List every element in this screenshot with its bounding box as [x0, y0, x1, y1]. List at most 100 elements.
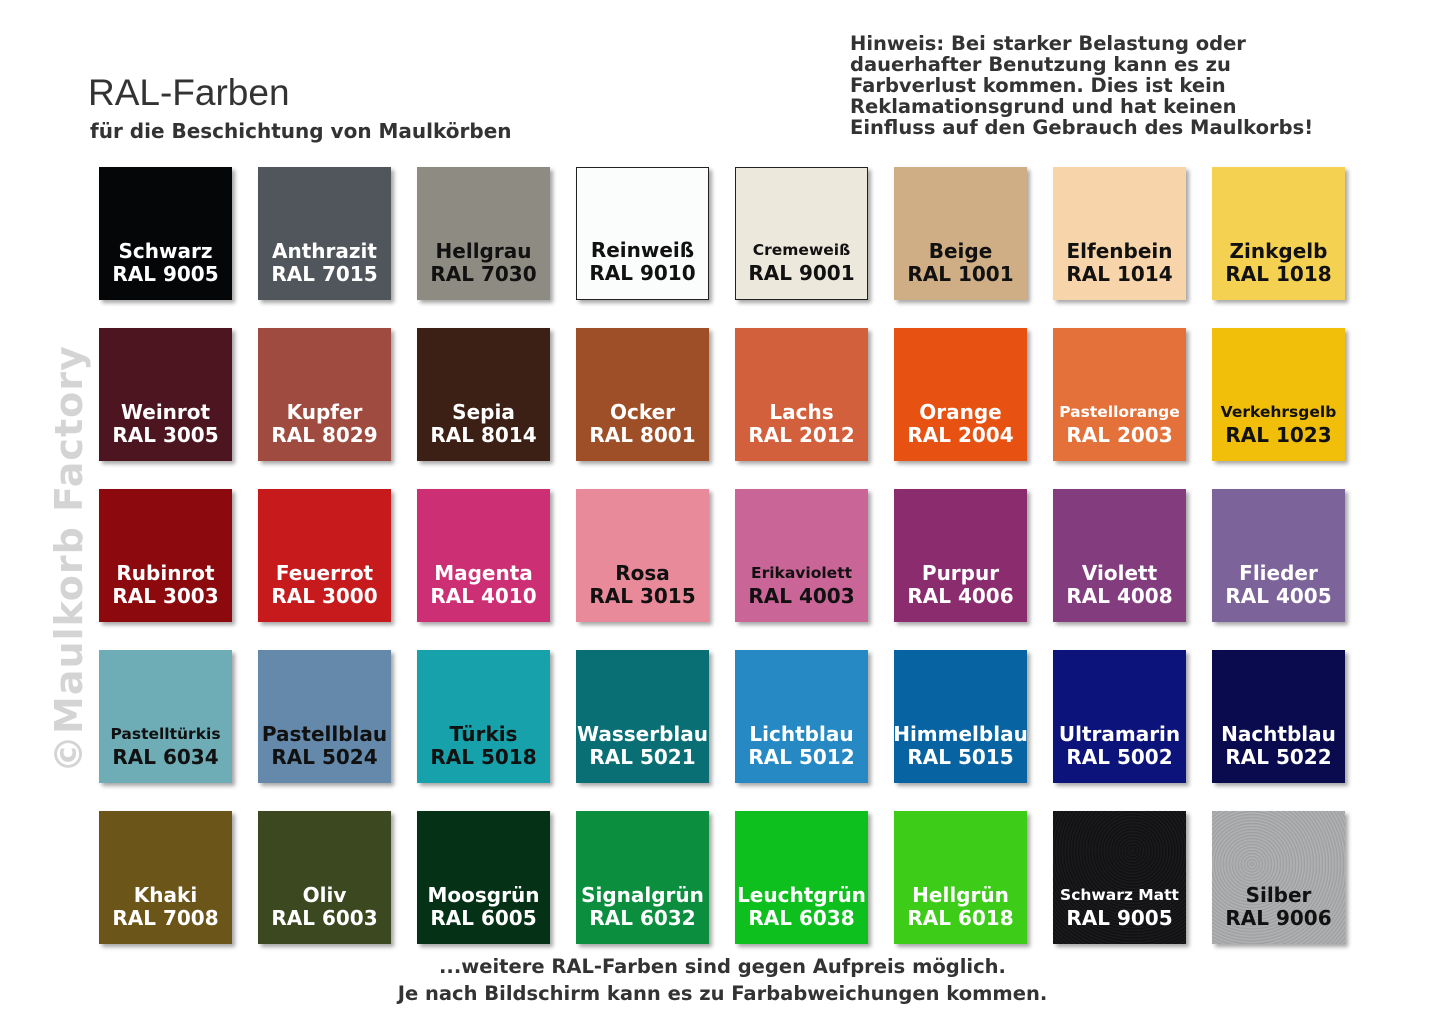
swatch-name: Ultramarin [1058, 722, 1181, 746]
color-swatch: Ocker RAL 8001 [576, 328, 709, 461]
swatch-code: RAL 9001 [748, 261, 855, 285]
color-swatch: Lichtblau RAL 5012 [735, 650, 868, 783]
swatch-code: RAL 8029 [271, 423, 378, 447]
color-swatch: Pastellorange RAL 2003 [1053, 328, 1186, 461]
swatch-code: RAL 4010 [430, 584, 537, 608]
color-swatch: Sepia RAL 8014 [417, 328, 550, 461]
swatch-name: Weinrot [120, 400, 211, 424]
swatch-code: RAL 1023 [1225, 423, 1332, 447]
swatch-name: Moosgrün [427, 883, 540, 907]
swatch-code: RAL 4006 [907, 584, 1014, 608]
swatch-code: RAL 7008 [112, 906, 219, 930]
color-swatch: Kupfer RAL 8029 [258, 328, 391, 461]
color-swatch: Hellgrau RAL 7030 [417, 167, 550, 300]
notice-line: Farbverlust kommen. Dies ist kein [850, 74, 1226, 97]
color-swatch: Flieder RAL 4005 [1212, 489, 1345, 622]
swatch-code: RAL 6034 [112, 745, 219, 769]
swatch-code: RAL 9005 [112, 262, 219, 286]
swatch-code: RAL 2004 [907, 423, 1014, 447]
swatch-name: Reinweiß [590, 238, 695, 262]
swatch-code: RAL 4008 [1066, 584, 1173, 608]
color-swatch: Feuerrot RAL 3000 [258, 489, 391, 622]
swatch-name: Schwarz [118, 239, 213, 263]
color-swatch: Verkehrsgelb RAL 1023 [1212, 328, 1345, 461]
swatch-name: Rosa [615, 561, 670, 585]
swatch-code: RAL 4005 [1225, 584, 1332, 608]
swatch-code: RAL 9006 [1225, 906, 1332, 930]
color-swatch: Orange RAL 2004 [894, 328, 1027, 461]
swatch-code: RAL 6038 [748, 906, 855, 930]
swatch-name: Oliv [302, 883, 347, 907]
swatch-code: RAL 4003 [748, 584, 855, 608]
swatch-name: Kupfer [286, 400, 363, 424]
color-swatch: Zinkgelb RAL 1018 [1212, 167, 1345, 300]
swatch-name: Elfenbein [1066, 239, 1173, 263]
swatch-name: Schwarz Matt [1060, 886, 1179, 904]
swatch-code: RAL 8001 [589, 423, 696, 447]
color-swatch: Weinrot RAL 3005 [99, 328, 232, 461]
color-swatch: Khaki RAL 7008 [99, 811, 232, 944]
swatch-code: RAL 5024 [271, 745, 378, 769]
swatch-code: RAL 2012 [748, 423, 855, 447]
swatch-code: RAL 3005 [112, 423, 219, 447]
swatch-name: Hellgrün [912, 883, 1009, 907]
swatch-name: Leuchtgrün [737, 883, 866, 907]
swatch-name: Himmelblau [893, 722, 1028, 746]
color-swatch: Reinweiß RAL 9010 [576, 167, 709, 300]
swatch-code: RAL 5018 [430, 745, 537, 769]
swatch-name: Pastellorange [1059, 403, 1180, 421]
swatch-name: Feuerrot [275, 561, 374, 585]
swatch-code: RAL 1018 [1225, 262, 1332, 286]
swatch-name: Zinkgelb [1229, 239, 1328, 263]
swatch-name: Silber [1245, 883, 1312, 907]
swatch-name: Magenta [434, 561, 533, 585]
footer-note-surcharge: ...weitere RAL-Farben sind gegen Aufprei… [439, 955, 1006, 978]
swatch-name: Violett [1081, 561, 1158, 585]
notice-box: Hinweis: Bei starker Belastung oder daue… [850, 33, 1410, 138]
notice-line: Hinweis: Bei starker Belastung oder [850, 32, 1246, 55]
color-swatch: Purpur RAL 4006 [894, 489, 1027, 622]
swatch-code: RAL 6032 [589, 906, 696, 930]
color-swatch: Schwarz RAL 9005 [99, 167, 232, 300]
swatch-name: Türkis [449, 722, 518, 746]
swatch-name: Orange [919, 400, 1002, 424]
swatch-code: RAL 3015 [589, 584, 696, 608]
color-swatch: Türkis RAL 5018 [417, 650, 550, 783]
swatch-code: RAL 5015 [907, 745, 1014, 769]
color-swatch: Cremeweiß RAL 9001 [735, 167, 868, 300]
color-swatch: Leuchtgrün RAL 6038 [735, 811, 868, 944]
swatch-name: Cremeweiß [752, 241, 851, 259]
color-swatch: Elfenbein RAL 1014 [1053, 167, 1186, 300]
color-swatch: Rubinrot RAL 3003 [99, 489, 232, 622]
swatch-code: RAL 7030 [430, 262, 537, 286]
color-swatch: Moosgrün RAL 6005 [417, 811, 550, 944]
swatch-name: Signalgrün [581, 883, 704, 907]
swatch-name: Beige [928, 239, 993, 263]
swatch-name: Nachtblau [1221, 722, 1336, 746]
swatch-code: RAL 9005 [1066, 906, 1173, 930]
color-swatch: Lachs RAL 2012 [735, 328, 868, 461]
color-swatch: Erikaviolett RAL 4003 [735, 489, 868, 622]
color-swatch: Magenta RAL 4010 [417, 489, 550, 622]
color-swatch: Wasserblau RAL 5021 [576, 650, 709, 783]
swatch-name: Pastelltürkis [110, 725, 221, 743]
color-swatch: Ultramarin RAL 5002 [1053, 650, 1186, 783]
swatch-name: Flieder [1239, 561, 1318, 585]
color-swatch: Pastellblau RAL 5024 [258, 650, 391, 783]
swatch-name: Ocker [609, 400, 676, 424]
color-swatch: Pastelltürkis RAL 6034 [99, 650, 232, 783]
swatch-code: RAL 1001 [907, 262, 1014, 286]
swatch-name: Lachs [769, 400, 834, 424]
swatch-name: Rubinrot [116, 561, 215, 585]
swatch-name: Lichtblau [749, 722, 854, 746]
swatch-name: Wasserblau [577, 722, 708, 746]
swatch-name: Pastellblau [261, 722, 388, 746]
color-swatch: Schwarz Matt RAL 9005 [1053, 811, 1186, 944]
swatch-code: RAL 6005 [430, 906, 537, 930]
footer-note-display: Je nach Bildschirm kann es zu Farbabweic… [397, 982, 1048, 1005]
swatch-code: RAL 9010 [589, 261, 696, 285]
color-swatch: Himmelblau RAL 5015 [893, 650, 1028, 783]
swatch-code: RAL 6018 [907, 906, 1014, 930]
color-swatch: Hellgrün RAL 6018 [894, 811, 1027, 944]
swatch-code: RAL 7015 [271, 262, 378, 286]
